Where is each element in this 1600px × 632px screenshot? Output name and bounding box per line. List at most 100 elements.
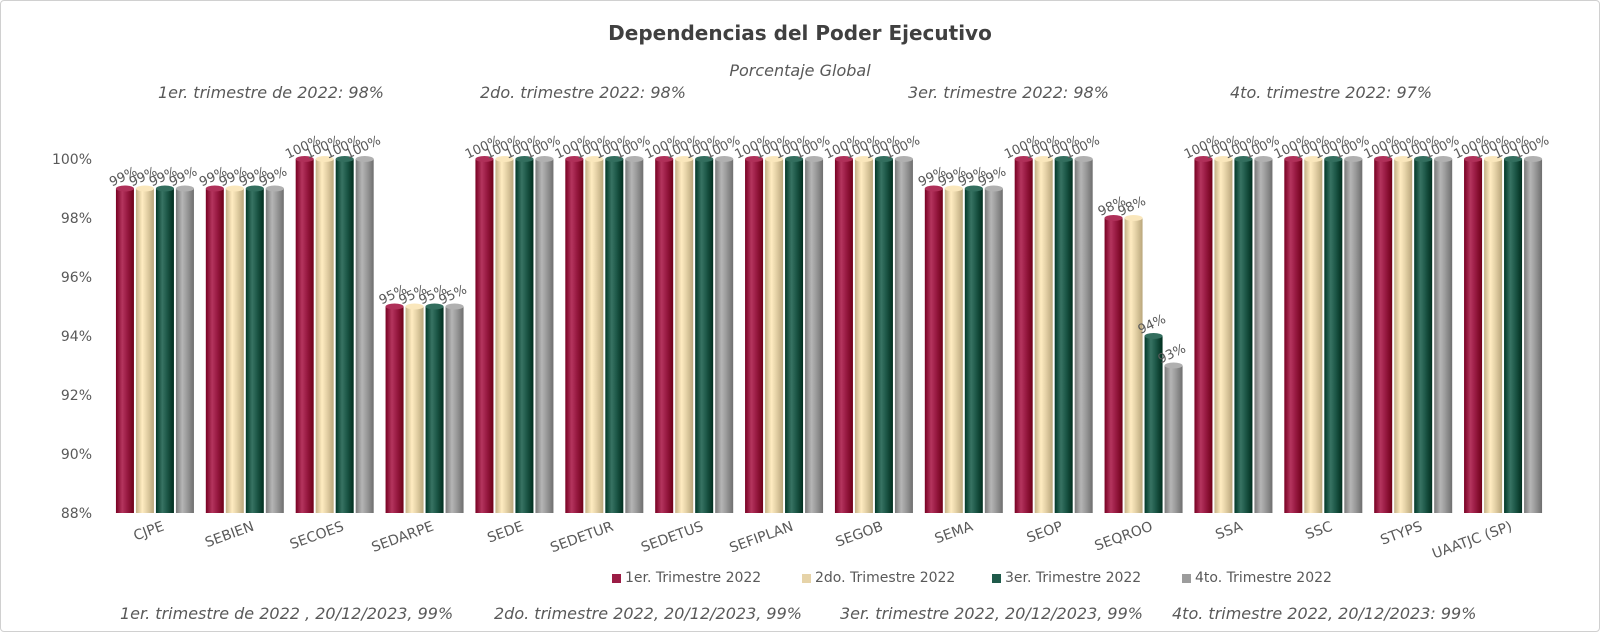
bar-cap (1304, 156, 1323, 162)
x-tick-label: SEMA (933, 519, 976, 548)
y-tick-label: 90% (61, 447, 92, 463)
x-tick-label: SEQROO (1093, 519, 1155, 555)
bar-cap (944, 185, 963, 192)
y-tick-label: 88% (61, 506, 92, 522)
bar-cap (385, 303, 404, 310)
legend-label-q3: 3er. Trimestre 2022 (1005, 570, 1142, 586)
bar (1434, 159, 1453, 513)
bar (1254, 159, 1273, 513)
bar (1014, 159, 1033, 513)
bar-cap (1434, 156, 1453, 162)
x-tick-label: STYPS (1378, 519, 1424, 549)
bar-cap (495, 156, 514, 162)
bar-cap (265, 185, 284, 192)
x-tick-label: SEFIPLAN (727, 519, 795, 557)
bar-cap (1284, 156, 1303, 162)
bar (1374, 159, 1393, 513)
bar-cap (894, 156, 913, 162)
bar (1194, 159, 1213, 513)
bar-cap (745, 156, 764, 162)
bar-cap (715, 156, 734, 162)
legend-label-q1: 1er. Trimestre 2022 (625, 570, 762, 586)
bar (495, 159, 514, 513)
bar (1394, 159, 1413, 513)
bar-cap (984, 185, 1003, 192)
bar-cap (535, 156, 554, 162)
bar-cap (565, 156, 584, 162)
bar-cap (1504, 156, 1523, 162)
bar-cap (625, 156, 644, 162)
bar-cap (405, 303, 424, 310)
quarter-note-3: 3er. trimestre 2022: 98% (908, 83, 1109, 102)
bar (265, 188, 284, 513)
bar (425, 306, 444, 513)
bar-cap (205, 185, 224, 192)
bar (745, 159, 764, 513)
quarter-note-4: 4to. trimestre 2022: 97% (1230, 83, 1433, 102)
bar (854, 159, 873, 513)
bar (1124, 218, 1143, 513)
legend-swatch-q1 (612, 573, 621, 583)
bar (1324, 159, 1343, 513)
y-tick-label: 92% (61, 388, 92, 404)
bar (964, 188, 983, 513)
x-tick-label: SEBIEN (203, 519, 256, 551)
bar (335, 159, 354, 513)
legend-swatch-q4 (1182, 573, 1191, 583)
bar (1344, 159, 1363, 513)
bar (135, 188, 154, 513)
bar-cap (1524, 156, 1543, 162)
bar (944, 188, 963, 513)
x-tick-label: SEGOB (834, 519, 886, 551)
bar (1284, 159, 1303, 513)
bar (155, 188, 174, 513)
bar (1074, 159, 1093, 513)
y-tick-label: 94% (61, 329, 92, 345)
bar (515, 159, 534, 513)
bar (894, 159, 913, 513)
bar (655, 159, 674, 513)
bar (205, 188, 224, 513)
bar-cap (115, 185, 134, 192)
bar-cap (695, 156, 714, 162)
bar (1144, 336, 1163, 513)
x-tick-label: SSC (1303, 519, 1335, 544)
bar-cap (675, 156, 694, 162)
chart-subtitle: Porcentaje Global (729, 61, 871, 80)
bar (355, 159, 374, 513)
bar-cap (1194, 156, 1213, 162)
bar (1484, 159, 1503, 513)
bar-cap (135, 185, 154, 192)
bar (1234, 159, 1253, 513)
bar (585, 159, 604, 513)
bar-cap (1054, 156, 1073, 162)
bar-cap (1254, 156, 1273, 162)
bar (675, 159, 694, 513)
legend-swatch-q3 (992, 573, 1001, 583)
bar-cap (1014, 156, 1033, 162)
bar-cap (355, 156, 374, 162)
bar (834, 159, 853, 513)
bar-cap (1144, 333, 1163, 339)
x-tick-label: SSA (1213, 519, 1245, 544)
bar-cap (1464, 156, 1483, 162)
bar-cap (655, 156, 674, 162)
bar-cap (475, 156, 494, 162)
bar-cap (874, 156, 893, 162)
x-tick-label: CJPE (132, 519, 167, 545)
bar-cap (1484, 156, 1503, 162)
x-tick-label: UAATJC (SP) (1430, 519, 1514, 563)
x-tick-label: SECOES (288, 519, 346, 553)
bar (924, 188, 943, 513)
bar (1414, 159, 1433, 513)
bar (1304, 159, 1323, 513)
bar-cap (1124, 215, 1143, 221)
bar-cap (1344, 156, 1363, 162)
bar (245, 188, 264, 513)
bar (535, 159, 554, 513)
footer-note-1: 1er. trimestre de 2022 , 20/12/2023, 99% (120, 604, 454, 623)
x-tick-label: SEDARPE (370, 519, 436, 556)
bar-cap (1374, 156, 1393, 162)
bar (1214, 159, 1233, 513)
bar (475, 159, 494, 513)
